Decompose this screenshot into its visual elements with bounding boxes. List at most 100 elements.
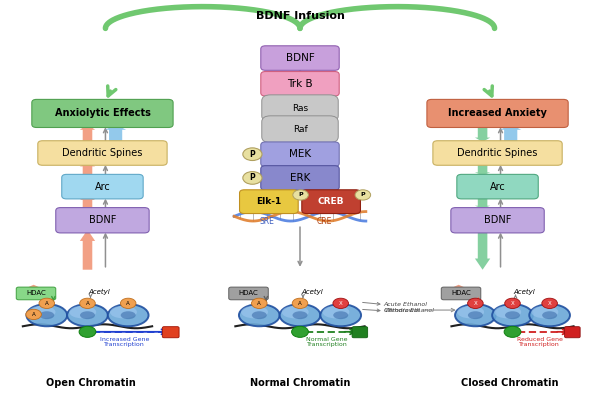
Text: HDAC: HDAC (239, 291, 259, 297)
Polygon shape (475, 126, 490, 142)
Polygon shape (80, 196, 95, 211)
Ellipse shape (468, 311, 483, 319)
FancyBboxPatch shape (433, 141, 562, 165)
FancyBboxPatch shape (262, 95, 338, 122)
FancyBboxPatch shape (62, 174, 143, 199)
FancyBboxPatch shape (239, 190, 298, 214)
Text: Raf: Raf (293, 125, 307, 134)
Ellipse shape (492, 304, 533, 326)
Text: CRE: CRE (316, 217, 332, 226)
Ellipse shape (457, 306, 484, 318)
Circle shape (251, 298, 267, 308)
Polygon shape (475, 164, 490, 175)
FancyBboxPatch shape (352, 327, 368, 338)
Text: Dendritic Spines: Dendritic Spines (62, 148, 143, 158)
Text: Ras: Ras (292, 104, 308, 113)
Text: Normal Chromatin: Normal Chromatin (250, 378, 350, 387)
Text: A: A (86, 301, 89, 306)
Ellipse shape (80, 311, 95, 319)
FancyBboxPatch shape (261, 142, 339, 166)
Ellipse shape (40, 311, 54, 319)
Text: Trk B: Trk B (287, 79, 313, 89)
Text: Acute Ethanol: Acute Ethanol (384, 302, 428, 307)
Text: HDAC: HDAC (451, 291, 471, 297)
Text: P: P (361, 193, 365, 197)
Text: Arc: Arc (490, 182, 505, 192)
Text: Acetyl: Acetyl (89, 288, 110, 295)
FancyBboxPatch shape (457, 174, 538, 199)
Ellipse shape (494, 306, 521, 318)
Polygon shape (475, 198, 490, 209)
Ellipse shape (280, 304, 320, 326)
Ellipse shape (110, 306, 137, 318)
Polygon shape (80, 230, 95, 270)
Circle shape (542, 298, 557, 308)
Polygon shape (80, 162, 95, 177)
Circle shape (121, 298, 136, 308)
Text: Arc: Arc (95, 182, 110, 192)
Circle shape (292, 298, 308, 308)
Text: BDNF: BDNF (89, 215, 116, 225)
Text: HDAC: HDAC (26, 291, 46, 297)
Text: A: A (45, 301, 49, 306)
Text: Open Chromatin: Open Chromatin (46, 378, 136, 387)
Ellipse shape (121, 311, 136, 319)
Polygon shape (500, 124, 521, 144)
Polygon shape (80, 124, 95, 144)
Text: Elk-1: Elk-1 (256, 197, 281, 206)
FancyBboxPatch shape (441, 287, 481, 300)
FancyBboxPatch shape (565, 327, 580, 338)
FancyBboxPatch shape (261, 71, 339, 96)
Circle shape (504, 326, 521, 337)
Ellipse shape (241, 306, 268, 318)
Text: X: X (511, 301, 514, 306)
FancyBboxPatch shape (16, 287, 56, 300)
FancyBboxPatch shape (302, 190, 361, 214)
Ellipse shape (529, 304, 570, 326)
Text: Reduced Gene
Transcription: Reduced Gene Transcription (517, 337, 562, 347)
FancyBboxPatch shape (451, 208, 544, 233)
Text: Acetyl: Acetyl (301, 288, 323, 295)
Text: ERK: ERK (290, 173, 310, 183)
FancyBboxPatch shape (56, 208, 149, 233)
Circle shape (243, 172, 262, 184)
Text: A: A (32, 312, 35, 317)
FancyBboxPatch shape (32, 99, 173, 127)
Ellipse shape (333, 311, 348, 319)
Text: A: A (257, 301, 261, 306)
Polygon shape (452, 285, 466, 295)
Text: P: P (298, 193, 303, 197)
FancyBboxPatch shape (38, 141, 167, 165)
FancyBboxPatch shape (262, 116, 338, 143)
Ellipse shape (69, 306, 96, 318)
Circle shape (505, 298, 520, 308)
Ellipse shape (26, 304, 67, 326)
Ellipse shape (67, 304, 108, 326)
Ellipse shape (322, 306, 349, 318)
Text: Increased Gene
Transcription: Increased Gene Transcription (100, 337, 149, 347)
Text: A: A (298, 301, 302, 306)
Ellipse shape (239, 304, 280, 326)
Circle shape (243, 148, 262, 160)
Polygon shape (27, 285, 40, 295)
Text: Increased Anxiety: Increased Anxiety (448, 108, 547, 118)
Text: MEK: MEK (289, 149, 311, 159)
Circle shape (293, 190, 308, 200)
Circle shape (292, 326, 308, 337)
Text: X: X (473, 301, 477, 306)
Text: X: X (339, 301, 343, 306)
Text: P: P (250, 173, 255, 183)
Text: A: A (127, 301, 130, 306)
FancyBboxPatch shape (229, 287, 268, 300)
Text: BDNF Infusion: BDNF Infusion (256, 11, 344, 21)
Ellipse shape (505, 311, 520, 319)
Circle shape (333, 298, 349, 308)
Text: Dendritic Spines: Dendritic Spines (457, 148, 538, 158)
Circle shape (467, 298, 483, 308)
Text: Normal Gene
Transcription: Normal Gene Transcription (306, 337, 347, 347)
Ellipse shape (282, 306, 308, 318)
Text: SRE: SRE (260, 217, 275, 226)
Text: Anxiolytic Effects: Anxiolytic Effects (55, 108, 151, 118)
Ellipse shape (252, 311, 267, 319)
Ellipse shape (455, 304, 496, 326)
